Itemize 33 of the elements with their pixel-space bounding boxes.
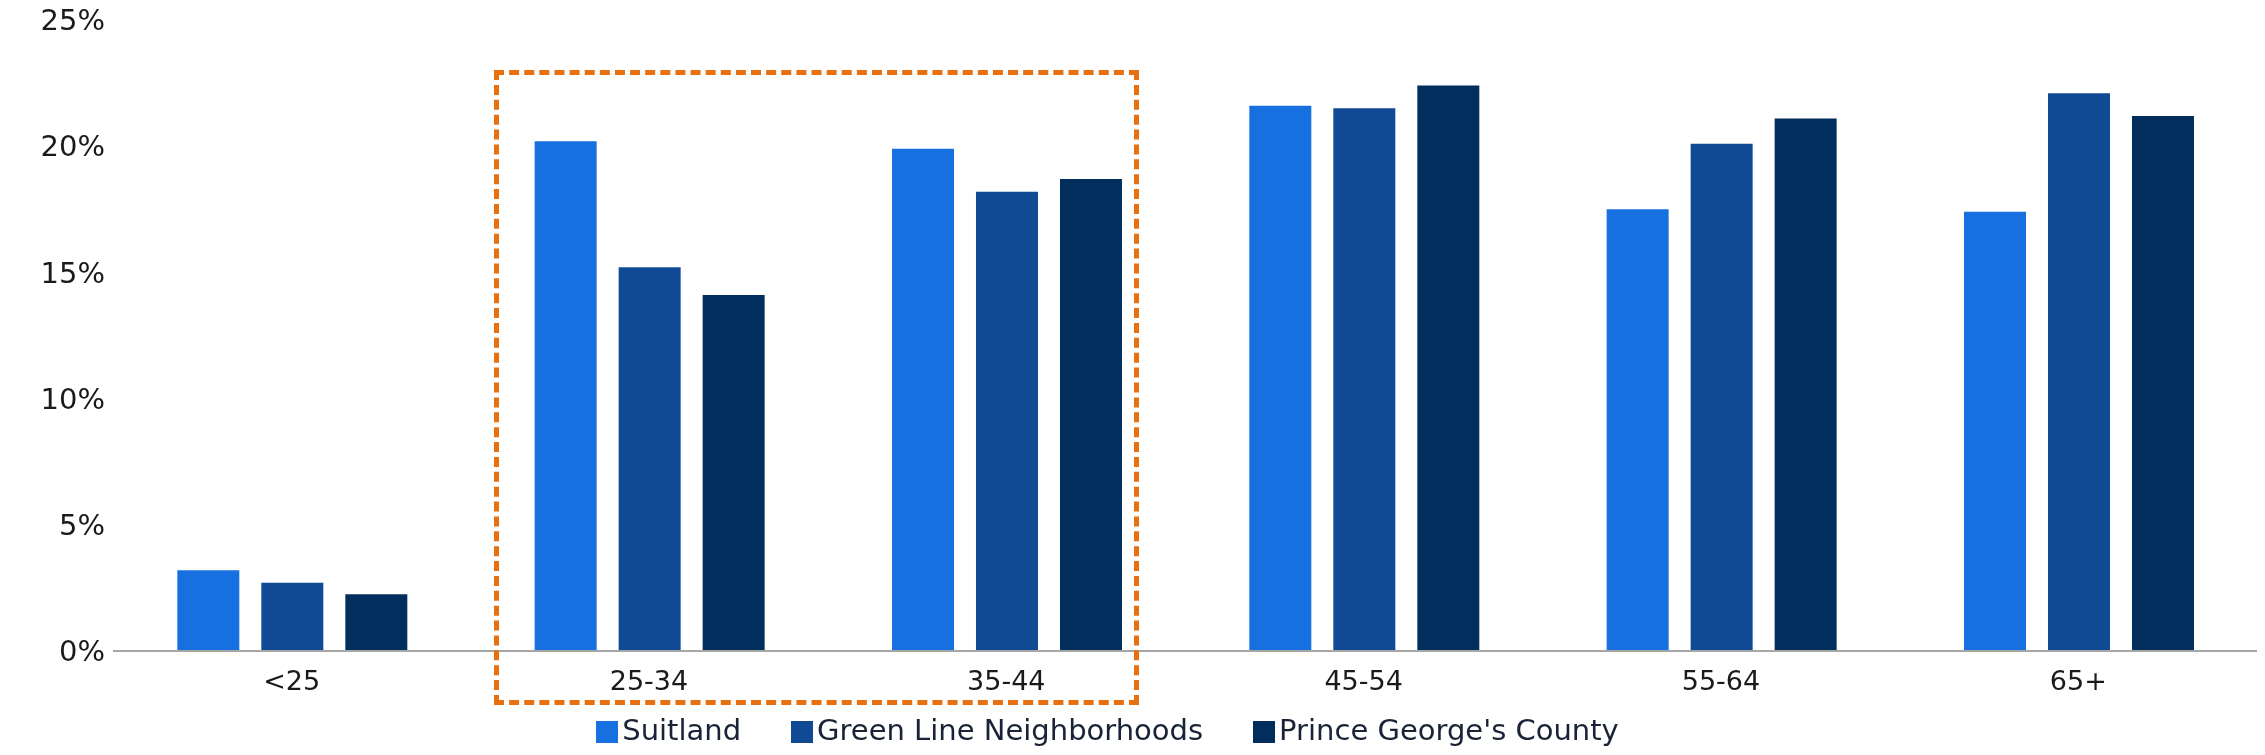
x-tick-label: 45-54 — [1324, 665, 1403, 697]
bar — [1417, 85, 1480, 651]
legend-label: Green Line Neighborhoods — [817, 713, 1204, 747]
bar — [1606, 209, 1669, 651]
bar — [2131, 115, 2194, 651]
bar — [1059, 179, 1122, 651]
bar — [702, 295, 765, 651]
x-tick-label: 25-34 — [609, 665, 689, 697]
bar — [1690, 143, 1753, 651]
bar — [1249, 105, 1312, 651]
y-tick-label: 15% — [40, 255, 105, 290]
bar — [261, 582, 324, 651]
bar — [534, 141, 597, 651]
y-tick-label: 5% — [58, 508, 105, 543]
legend-label: Prince George's County — [1279, 713, 1619, 747]
legend-label: Suitland — [622, 713, 742, 747]
y-tick-label: 20% — [40, 129, 105, 164]
x-tick-label: 65+ — [2049, 665, 2107, 697]
bar — [1963, 211, 2026, 651]
y-tick-label: 0% — [58, 634, 105, 669]
bar — [1774, 118, 1837, 651]
bar — [345, 594, 408, 651]
bar — [891, 148, 954, 651]
x-tick-label: 55-64 — [1681, 665, 1761, 697]
y-tick-label: 10% — [40, 381, 105, 416]
bar — [975, 191, 1038, 651]
bar — [2047, 93, 2110, 651]
y-tick-label: 25% — [40, 3, 105, 38]
x-tick-label: 35-44 — [967, 665, 1046, 697]
x-tick-label: <25 — [263, 665, 321, 697]
bar — [177, 570, 240, 651]
bar — [618, 267, 681, 651]
bar — [1333, 108, 1396, 651]
